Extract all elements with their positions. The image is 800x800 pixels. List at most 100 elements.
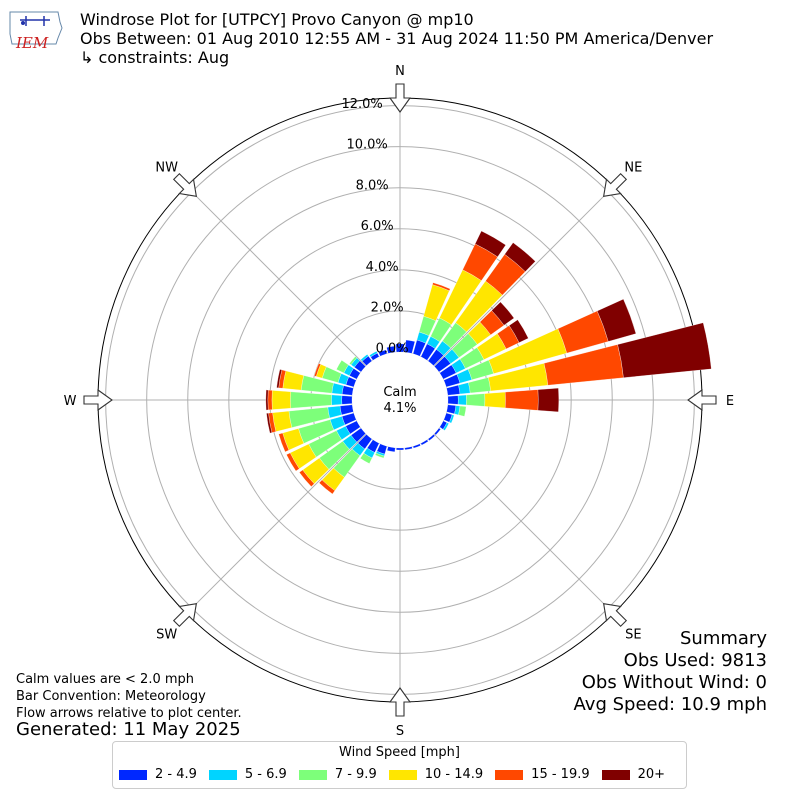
grid-spoke bbox=[186, 433, 367, 614]
wind-bar-segment bbox=[442, 422, 450, 431]
radial-tick-label: 8.0% bbox=[356, 178, 389, 193]
wind-bar-segment bbox=[278, 432, 290, 453]
wind-bar-segment bbox=[360, 453, 373, 464]
direction-label-nw: NW bbox=[155, 161, 178, 176]
flow-arrow-icon bbox=[687, 388, 717, 412]
wind-bar-segment bbox=[447, 395, 459, 405]
flow-arrow-icon bbox=[602, 602, 628, 628]
legend-swatch bbox=[208, 769, 237, 780]
chart-constraints: ↳ constraints: Aug bbox=[80, 48, 230, 67]
wind-bar-segment bbox=[396, 447, 404, 451]
legend-swatch bbox=[601, 769, 630, 780]
generated-date: Generated: 11 May 2025 bbox=[16, 719, 241, 740]
calm-value: 4.1% bbox=[383, 401, 416, 416]
grid-spoke bbox=[186, 186, 367, 367]
calm-label: Calm bbox=[383, 385, 416, 400]
wind-bar-segment bbox=[271, 390, 291, 410]
radial-tick-label: 2.0% bbox=[371, 301, 404, 316]
logo-text: IEM bbox=[16, 34, 49, 52]
wind-bar-segment bbox=[341, 395, 353, 405]
wind-bar-segment bbox=[596, 298, 637, 342]
direction-markers: N NE E SE S SW W NW bbox=[64, 64, 735, 739]
radial-tick-labels: 0.0%2.0%4.0%6.0%8.0%10.0%12.0% bbox=[341, 97, 408, 357]
flow-arrows-note: Flow arrows relative to plot center. bbox=[16, 706, 242, 721]
calm-circle bbox=[352, 352, 448, 448]
arrow-shape bbox=[602, 172, 628, 198]
arrow-shape bbox=[83, 388, 113, 412]
wind-bar-segment bbox=[318, 479, 336, 495]
wind-bar-segment bbox=[446, 404, 457, 415]
wind-bar-segment bbox=[331, 382, 344, 395]
bar-convention-note: Bar Convention: Meteorology bbox=[16, 689, 206, 704]
wind-bar-segment bbox=[484, 391, 506, 409]
legend-label: 20+ bbox=[637, 767, 666, 782]
wind-bar-segment bbox=[331, 394, 343, 406]
flow-arrow-icon bbox=[83, 388, 113, 412]
wind-bar-segment bbox=[458, 382, 471, 395]
arrow-shape bbox=[687, 388, 717, 412]
legend-item: 2 - 4.9 bbox=[119, 767, 197, 782]
wind-bar-segment bbox=[457, 394, 467, 406]
arrow-shape bbox=[602, 602, 628, 628]
legend-swatch bbox=[119, 769, 147, 780]
grid-spoke bbox=[433, 433, 614, 614]
calm-note: Calm values are < 2.0 mph bbox=[16, 672, 195, 687]
wind-bar-segment bbox=[267, 389, 273, 411]
arrow-shape bbox=[172, 602, 198, 628]
wind-bar-segment bbox=[537, 387, 560, 413]
wind-bar-segment bbox=[290, 391, 332, 409]
wind-bar-segment bbox=[349, 356, 358, 366]
flow-arrow-icon bbox=[172, 172, 198, 198]
wind-bar-segment bbox=[446, 384, 461, 396]
wind-bar-segment bbox=[314, 363, 321, 377]
legend-item: 7 - 9.9 bbox=[298, 767, 377, 782]
legend-swatch bbox=[298, 769, 327, 780]
wind-bar-segment bbox=[617, 322, 712, 378]
grid-spoke bbox=[433, 186, 614, 367]
summary-panel: Summary Obs Used: 9813 Obs Without Wind:… bbox=[574, 628, 767, 716]
legend: Wind Speed [mph] 2 - 4.9 5 - 6.9 7 - 9.9 10… bbox=[112, 741, 687, 789]
legend-items: 2 - 4.9 5 - 6.9 7 - 9.9 10 - 14.9 15 - 19.9 2… bbox=[119, 767, 677, 782]
legend-label: 2 - 4.9 bbox=[155, 767, 197, 782]
radial-tick-label: 6.0% bbox=[361, 219, 394, 234]
wind-bar-segment bbox=[491, 301, 515, 326]
iowa-state-outline-icon bbox=[9, 11, 63, 45]
notes-block: Calm values are < 2.0 mph Bar Convention… bbox=[16, 671, 242, 722]
direction-label-ne: NE bbox=[624, 161, 642, 176]
wind-bar-segment bbox=[339, 404, 354, 416]
wind-bar-segment bbox=[466, 393, 486, 407]
arrow-shape bbox=[172, 172, 198, 198]
iem-logo: IEM bbox=[6, 8, 64, 52]
summary-heading: Summary bbox=[680, 628, 767, 649]
legend-item: 15 - 19.9 bbox=[495, 767, 590, 782]
legend-swatch bbox=[495, 769, 524, 780]
direction-label-sw: SW bbox=[156, 627, 177, 642]
legend-label: 10 - 14.9 bbox=[424, 767, 484, 782]
wind-bar-segment bbox=[266, 412, 273, 434]
wind-bars bbox=[265, 230, 712, 495]
wind-bar-segment bbox=[286, 452, 300, 472]
flow-arrow-icon bbox=[388, 687, 412, 717]
radial-tick-label: 10.0% bbox=[346, 138, 387, 153]
direction-label-e: E bbox=[726, 394, 734, 409]
radial-tick-label: 4.0% bbox=[366, 260, 399, 275]
wind-bar-segment bbox=[432, 282, 451, 291]
direction-label-s: S bbox=[396, 724, 404, 739]
wind-bar-segment bbox=[374, 452, 385, 459]
arrow-shape bbox=[388, 687, 412, 717]
legend-title: Wind Speed [mph] bbox=[339, 745, 460, 760]
arrow-shape bbox=[388, 83, 412, 113]
summary-avg-speed: Avg Speed: 10.9 mph bbox=[573, 694, 767, 715]
wind-bar-segment bbox=[272, 410, 292, 432]
wind-bar-segment bbox=[327, 405, 342, 419]
chart-subtitle: Obs Between: 01 Aug 2010 12:55 AM - 31 A… bbox=[80, 29, 714, 48]
direction-label-se: SE bbox=[625, 627, 641, 642]
wind-bar-segment bbox=[265, 389, 269, 411]
legend-item: 10 - 14.9 bbox=[388, 767, 484, 782]
legend-label: 15 - 19.9 bbox=[531, 767, 590, 782]
flow-arrow-icon bbox=[172, 602, 198, 628]
wind-bar-segment bbox=[369, 350, 378, 358]
legend-swatch bbox=[388, 769, 417, 780]
wind-bar-segment bbox=[505, 389, 539, 411]
